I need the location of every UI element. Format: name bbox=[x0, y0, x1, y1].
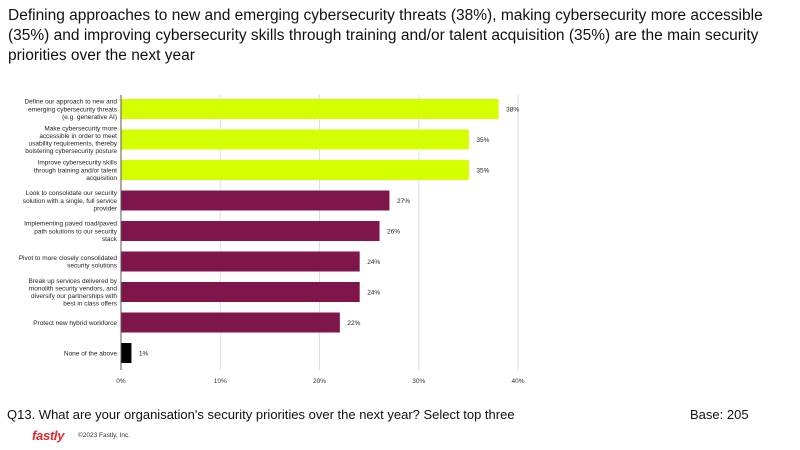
chart-title: Defining approaches to new and emerging … bbox=[8, 7, 763, 64]
value-label: 35% bbox=[476, 137, 489, 144]
category-label: Protect new hybrid workforce bbox=[33, 320, 117, 327]
bar bbox=[121, 251, 360, 272]
category-label: Break up services delivered by monolith s… bbox=[28, 278, 117, 308]
copyright: ©2023 Fastly, Inc. bbox=[78, 432, 130, 439]
category-label: Pivot to more closely consolidated securi… bbox=[19, 255, 118, 270]
bar bbox=[121, 99, 499, 119]
value-label: 24% bbox=[367, 259, 380, 266]
bar bbox=[121, 282, 360, 302]
value-label: 35% bbox=[476, 168, 489, 175]
x-tick-label: 40% bbox=[511, 378, 524, 385]
bar bbox=[121, 312, 340, 333]
bar bbox=[121, 160, 469, 180]
category-label: Implementing paved road/paved path soluti… bbox=[24, 221, 118, 243]
value-label: 22% bbox=[347, 320, 360, 327]
bar bbox=[121, 343, 132, 363]
category-label: None of the above bbox=[64, 350, 118, 357]
x-tick-label: 30% bbox=[412, 378, 425, 385]
category-label: Improve cybersecurity skills through trai… bbox=[34, 160, 118, 182]
question-text: Q13. What are your organisation's securi… bbox=[7, 407, 515, 422]
value-label: 1% bbox=[139, 351, 149, 358]
category-label: Look to consolidate our security solution… bbox=[23, 190, 118, 212]
category-label: Make cybersecurity more accessible in ord… bbox=[25, 125, 118, 155]
bar bbox=[121, 129, 469, 150]
base-count: Base: 205 bbox=[690, 407, 749, 422]
value-label: 24% bbox=[367, 290, 380, 297]
value-label: 38% bbox=[506, 107, 519, 114]
category-label: Define our approach to new and emerging c… bbox=[24, 99, 117, 121]
bar bbox=[121, 190, 390, 211]
bar-chart: 0% 10% 20% 30% 40% 38% Define our approach to … bbox=[19, 95, 525, 385]
value-label: 26% bbox=[387, 229, 400, 236]
bar bbox=[121, 221, 380, 241]
x-tick-label: 20% bbox=[313, 378, 326, 385]
value-label: 27% bbox=[397, 198, 410, 205]
x-tick-label: 0% bbox=[116, 378, 126, 385]
fastly-logo: fastly bbox=[32, 428, 65, 443]
x-tick-label: 10% bbox=[214, 378, 227, 385]
